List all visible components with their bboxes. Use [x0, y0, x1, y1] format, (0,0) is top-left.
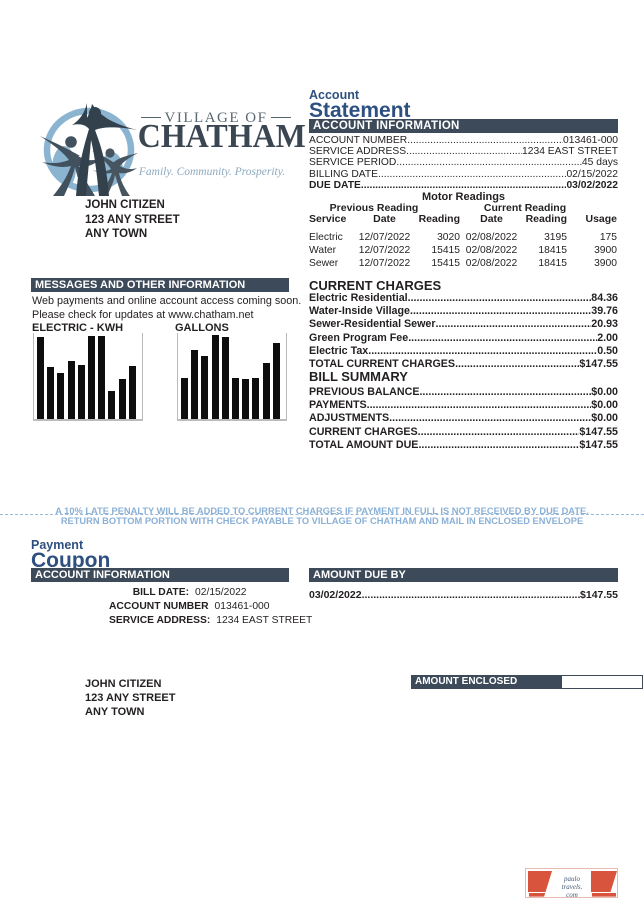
svg-text:paulo: paulo [563, 875, 580, 883]
svg-text:com: com [566, 891, 578, 899]
svg-text:travels.: travels. [562, 883, 583, 891]
